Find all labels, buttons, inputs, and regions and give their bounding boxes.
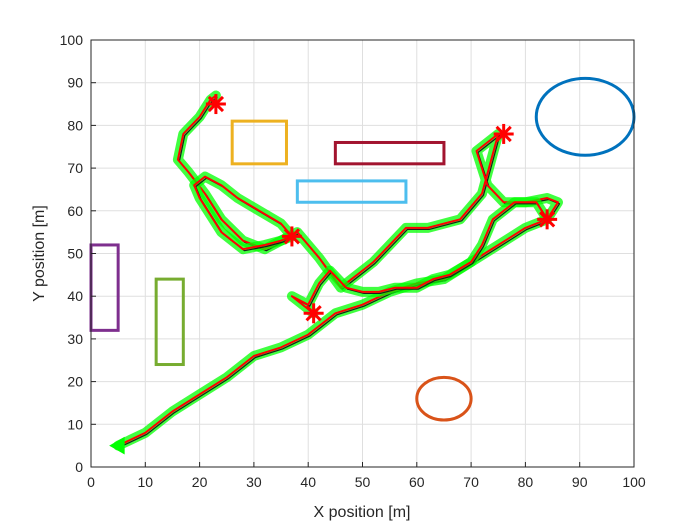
waypoint-marker — [537, 209, 558, 230]
x-axis-title: X position [m] — [314, 504, 411, 521]
waypoint-stroke — [305, 305, 322, 322]
obstacle-rect — [295, 179, 408, 204]
trajectory-line — [290, 201, 549, 315]
y-tick-label: 50 — [67, 246, 83, 262]
y-tick-label: 60 — [67, 203, 83, 219]
x-tick-label: 80 — [518, 474, 534, 490]
y-axis-title: Y position [m] — [31, 205, 48, 302]
y-tick-label: 0 — [75, 459, 83, 475]
x-tick-label: 30 — [246, 474, 262, 490]
waypoint-marker — [493, 123, 514, 144]
paths — [113, 90, 563, 451]
waypoint-stroke — [495, 125, 512, 143]
y-tick-label: 90 — [67, 75, 83, 91]
obstacle-ellipse — [415, 375, 473, 422]
y-tick-label: 40 — [67, 288, 83, 304]
obstacle-rect — [230, 119, 288, 166]
trajectory-line — [117, 94, 559, 447]
markers — [109, 94, 558, 455]
ticks: 0 10 20 30 40 50 60 70 80 90 100 0 10 20 30 40 50 60 70 80 9… — [60, 32, 646, 490]
x-tick-label: 70 — [463, 474, 479, 490]
obstacle-rect — [154, 277, 185, 367]
x-tick-label: 20 — [192, 474, 208, 490]
x-tick-label: 0 — [87, 474, 95, 490]
x-tick-label: 100 — [622, 474, 646, 490]
waypoint-marker — [205, 94, 226, 115]
trajectory-line — [193, 175, 293, 251]
waypoint-marker — [303, 303, 324, 324]
x-tick-label: 90 — [572, 474, 588, 490]
y-tick-label: 70 — [67, 160, 83, 176]
y-tick-label: 10 — [67, 416, 83, 432]
x-tick-label: 10 — [138, 474, 154, 490]
waypoint-stroke — [538, 211, 556, 228]
waypoint-marker — [281, 226, 302, 247]
x-tick-label: 50 — [355, 474, 371, 490]
waypoint-stroke — [207, 95, 225, 113]
reference-path — [292, 203, 550, 316]
waypoint-stroke — [283, 228, 301, 245]
start-marker — [109, 436, 125, 455]
y-tick-label: 80 — [67, 117, 83, 133]
x-tick-label: 40 — [300, 474, 316, 490]
y-tick-label: 30 — [67, 331, 83, 347]
x-tick-label: 60 — [409, 474, 425, 490]
y-tick-label: 20 — [67, 374, 83, 390]
obstacle-rect — [333, 140, 446, 166]
y-tick-label: 100 — [60, 32, 84, 48]
